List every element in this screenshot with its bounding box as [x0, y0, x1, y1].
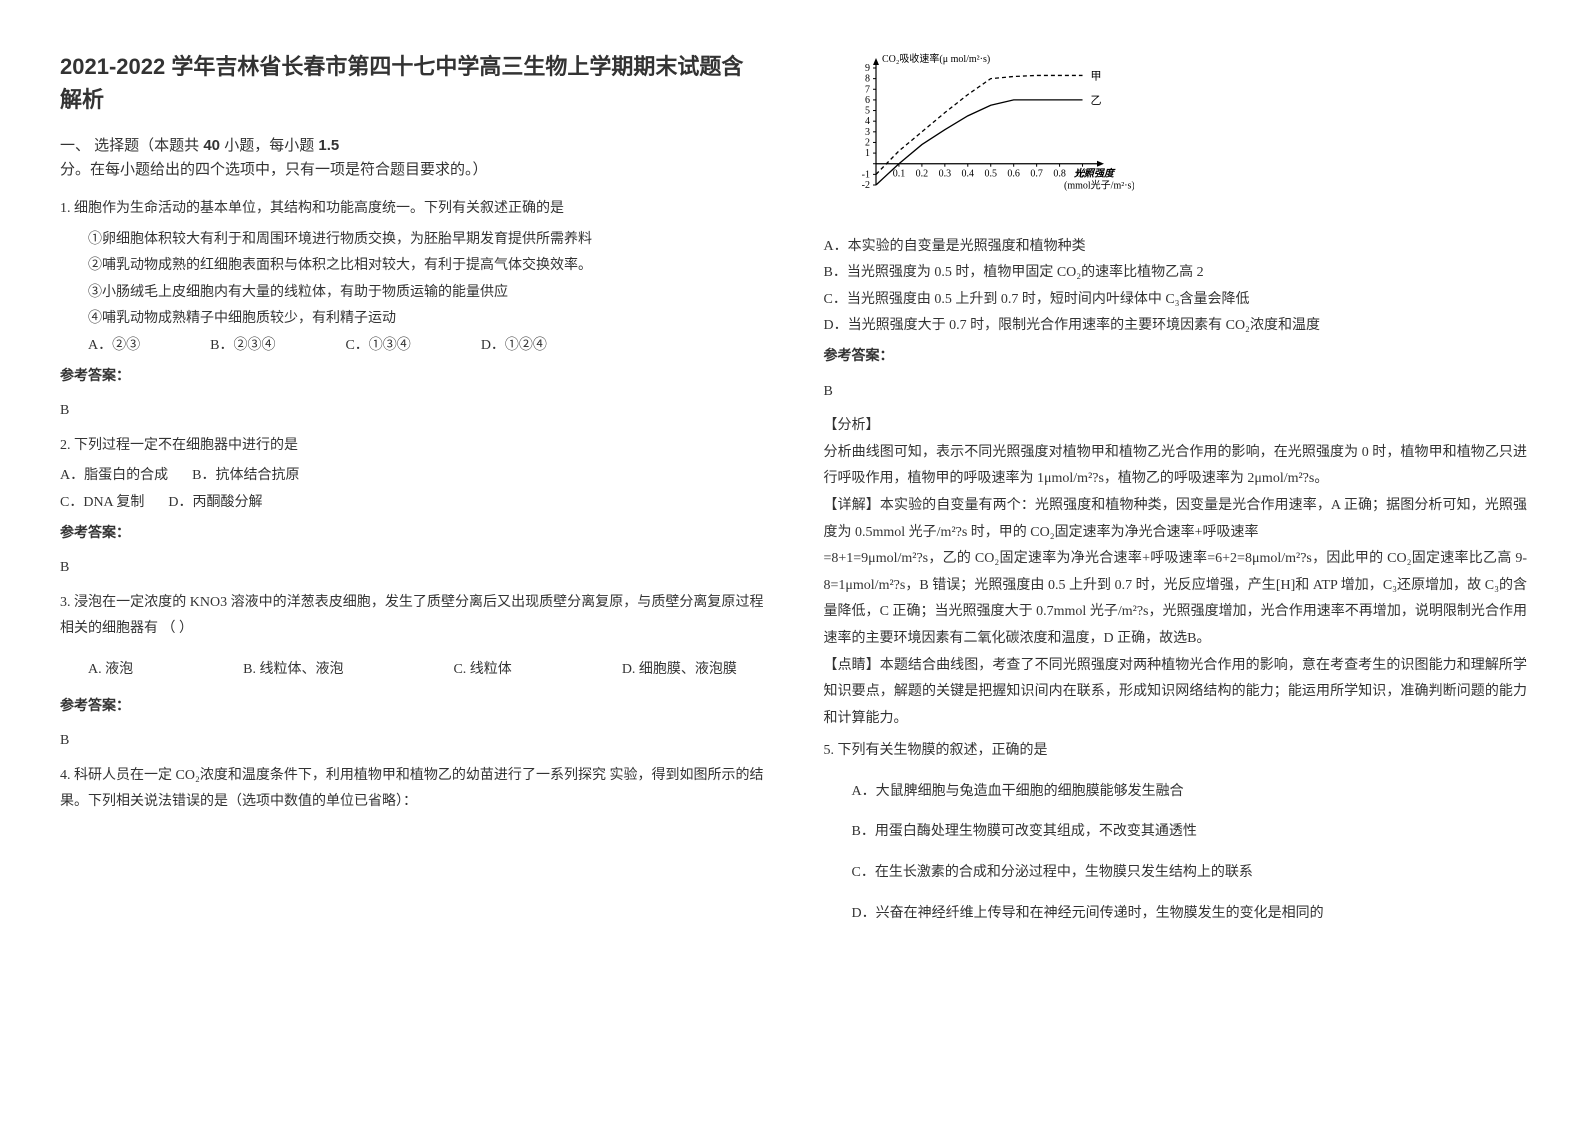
q1-sub2: ②哺乳动物成熟的红细胞表面积与体积之比相对较大，有利于提高气体交换效率。	[60, 253, 764, 280]
svg-text:(mmol光子/m²·s): (mmol光子/m²·s)	[1064, 179, 1134, 192]
q2-stem: 2. 下列过程一定不在细胞器中进行的是	[60, 433, 764, 460]
section-prefix: 一、 选择题（本题共	[60, 137, 203, 154]
svg-text:-2: -2	[861, 180, 869, 191]
q3-optB: B. 线粒体、液泡	[243, 657, 343, 684]
svg-text:2: 2	[865, 137, 870, 148]
section-count: 40	[203, 137, 220, 154]
page-container: 2021-2022 学年吉林省长春市第四十七中学高三生物上学期期末试题含解析 一…	[0, 0, 1587, 991]
svg-text:甲: 甲	[1090, 70, 1101, 82]
svg-text:0.7: 0.7	[1030, 169, 1043, 180]
q3-optC: C. 线粒体	[453, 657, 511, 684]
q4-explanation: 【分析】 分析曲线图可知，表示不同光照强度对植物甲和植物乙光合作用的影响，在光照…	[824, 413, 1528, 732]
q1-optD: D．①②④	[481, 333, 547, 360]
q4-optB: B．当光照强度为 0.5 时，植物甲固定 CO₂的速率比植物乙高 2	[824, 260, 1528, 287]
q3-optA: A. 液泡	[88, 657, 133, 684]
svg-text:0.4: 0.4	[961, 169, 974, 180]
svg-text:-1: -1	[861, 169, 869, 180]
question-5: 5. 下列有关生物膜的叙述，正确的是 A．大鼠脾细胞与兔造血干细胞的细胞膜能够发…	[824, 738, 1528, 927]
svg-text:7: 7	[865, 84, 870, 95]
q5-optA: A．大鼠脾细胞与兔造血干细胞的细胞膜能够发生融合	[824, 779, 1528, 806]
q4-tip: 【点睛】本题结合曲线图，考查了不同光照强度对两种植物光合作用的影响，意在考查考生…	[824, 653, 1528, 733]
q4-stem: 4. 科研人员在一定 CO₂浓度和温度条件下，利用植物甲和植物乙的幼苗进行了一系…	[60, 763, 764, 816]
q2-optA: A．脂蛋白的合成	[60, 463, 168, 490]
q2-answer: B	[60, 555, 764, 582]
question-3: 3. 浸泡在一定浓度的 KNO3 溶液中的洋葱表皮细胞，发生了质壁分离后又出现质…	[60, 590, 764, 755]
q1-sub1: ①卵细胞体积较大有利于和周围环境进行物质交换，为胚胎早期发育提供所需养料	[60, 227, 764, 254]
q5-options: A．大鼠脾细胞与兔造血干细胞的细胞膜能够发生融合 B．用蛋白酶处理生物膜可改变其…	[824, 779, 1528, 927]
q4-optD: D．当光照强度大于 0.7 时，限制光合作用速率的主要环境因素有 CO₂浓度和温…	[824, 313, 1528, 340]
co2-chart: -2-11234567890.10.20.30.40.50.60.70.80.9…	[844, 50, 1134, 215]
section-header: 一、 选择题（本题共 40 小题，每小题 1.5 分。在每小题给出的四个选项中，…	[60, 134, 764, 182]
svg-text:9: 9	[865, 63, 870, 74]
chart-container: -2-11234567890.10.20.30.40.50.60.70.80.9…	[844, 50, 1528, 226]
q1-stem: 1. 细胞作为生命活动的基本单位，其结构和功能高度统一。下列有关叙述正确的是	[60, 196, 764, 223]
q4-answer-label: 参考答案：	[824, 344, 1528, 371]
q3-answer: B	[60, 728, 764, 755]
svg-text:8: 8	[865, 74, 870, 85]
q4-analysis-header: 【分析】	[824, 413, 1528, 440]
q2-optC: C．DNA 复制	[60, 490, 144, 517]
svg-text:乙: 乙	[1090, 94, 1101, 107]
section-suffix: 分。在每小题给出的四个选项中，只有一项是符合题目要求的。）	[60, 161, 488, 178]
svg-text:0.5: 0.5	[984, 169, 997, 180]
q4-analysis-p1: 分析曲线图可知，表示不同光照强度对植物甲和植物乙光合作用的影响，在光照强度为 0…	[824, 440, 1528, 493]
svg-text:1: 1	[865, 148, 870, 159]
svg-text:0.8: 0.8	[1053, 169, 1066, 180]
svg-text:0.1: 0.1	[892, 169, 905, 180]
left-column: 2021-2022 学年吉林省长春市第四十七中学高三生物上学期期末试题含解析 一…	[60, 50, 764, 941]
q5-optD: D．兴奋在神经纤维上传导和在神经元间传递时，生物膜发生的变化是相同的	[824, 901, 1528, 928]
q1-optB: B．②③④	[210, 333, 275, 360]
q1-sub3: ③小肠绒毛上皮细胞内有大量的线粒体，有助于物质运输的能量供应	[60, 280, 764, 307]
q4-analysis-p2: 【详解】本实验的自变量有两个：光照强度和植物种类，因变量是光合作用速率，A 正确…	[824, 493, 1528, 546]
svg-text:CO₂吸收速率(μ mol/m²·s): CO₂吸收速率(μ mol/m²·s)	[882, 52, 990, 65]
q1-optA: A．②③	[88, 333, 140, 360]
right-column: -2-11234567890.10.20.30.40.50.60.70.80.9…	[824, 50, 1528, 941]
section-mid: 小题，每小题	[220, 137, 318, 154]
q3-answer-label: 参考答案：	[60, 694, 764, 721]
q4-analysis-p3: =8+1=9μmol/m²?s，乙的 CO₂固定速率为净光合速率+呼吸速率=6+…	[824, 546, 1528, 652]
section-pts: 1.5	[318, 137, 339, 154]
question-4-stem: 4. 科研人员在一定 CO₂浓度和温度条件下，利用植物甲和植物乙的幼苗进行了一系…	[60, 763, 764, 816]
document-title: 2021-2022 学年吉林省长春市第四十七中学高三生物上学期期末试题含解析	[60, 50, 764, 116]
svg-text:6: 6	[865, 95, 870, 106]
question-2: 2. 下列过程一定不在细胞器中进行的是 A．脂蛋白的合成 B．抗体结合抗原 C．…	[60, 433, 764, 582]
q4-optA: A．本实验的自变量是光照强度和植物种类	[824, 234, 1528, 261]
q2-row1: A．脂蛋白的合成 B．抗体结合抗原	[60, 463, 764, 490]
q1-answer: B	[60, 398, 764, 425]
q4-answer: B	[824, 379, 1528, 406]
q5-optB: B．用蛋白酶处理生物膜可改变其组成，不改变其通透性	[824, 819, 1528, 846]
q2-optD: D．丙酮酸分解	[168, 490, 262, 517]
q3-optD: D. 细胞膜、液泡膜	[622, 657, 737, 684]
q4-options-block: A．本实验的自变量是光照强度和植物种类 B．当光照强度为 0.5 时，植物甲固定…	[824, 234, 1528, 406]
q1-sub4: ④哺乳动物成熟精子中细胞质较少，有利精子运动	[60, 306, 764, 333]
q4-optC: C．当光照强度由 0.5 上升到 0.7 时，短时间内叶绿体中 C₃含量会降低	[824, 287, 1528, 314]
q2-answer-label: 参考答案：	[60, 521, 764, 548]
q1-answer-label: 参考答案：	[60, 364, 764, 391]
q5-stem: 5. 下列有关生物膜的叙述，正确的是	[824, 738, 1528, 765]
svg-text:0.6: 0.6	[1007, 169, 1020, 180]
q2-optB: B．抗体结合抗原	[192, 463, 299, 490]
question-1: 1. 细胞作为生命活动的基本单位，其结构和功能高度统一。下列有关叙述正确的是 ①…	[60, 196, 764, 425]
svg-text:光照强度: 光照强度	[1073, 168, 1116, 180]
svg-text:3: 3	[865, 127, 870, 138]
svg-text:5: 5	[865, 106, 870, 117]
svg-text:0.2: 0.2	[915, 169, 928, 180]
q5-optC: C．在生长激素的合成和分泌过程中，生物膜只发生结构上的联系	[824, 860, 1528, 887]
q3-stem: 3. 浸泡在一定浓度的 KNO3 溶液中的洋葱表皮细胞，发生了质壁分离后又出现质…	[60, 590, 764, 643]
svg-text:0.3: 0.3	[938, 169, 951, 180]
svg-text:4: 4	[865, 116, 870, 127]
q1-options: A．②③ B．②③④ C．①③④ D．①②④	[60, 333, 764, 360]
q2-row2: C．DNA 复制 D．丙酮酸分解	[60, 490, 764, 517]
q1-optC: C．①③④	[345, 333, 410, 360]
q3-options: A. 液泡 B. 线粒体、液泡 C. 线粒体 D. 细胞膜、液泡膜	[60, 657, 764, 684]
